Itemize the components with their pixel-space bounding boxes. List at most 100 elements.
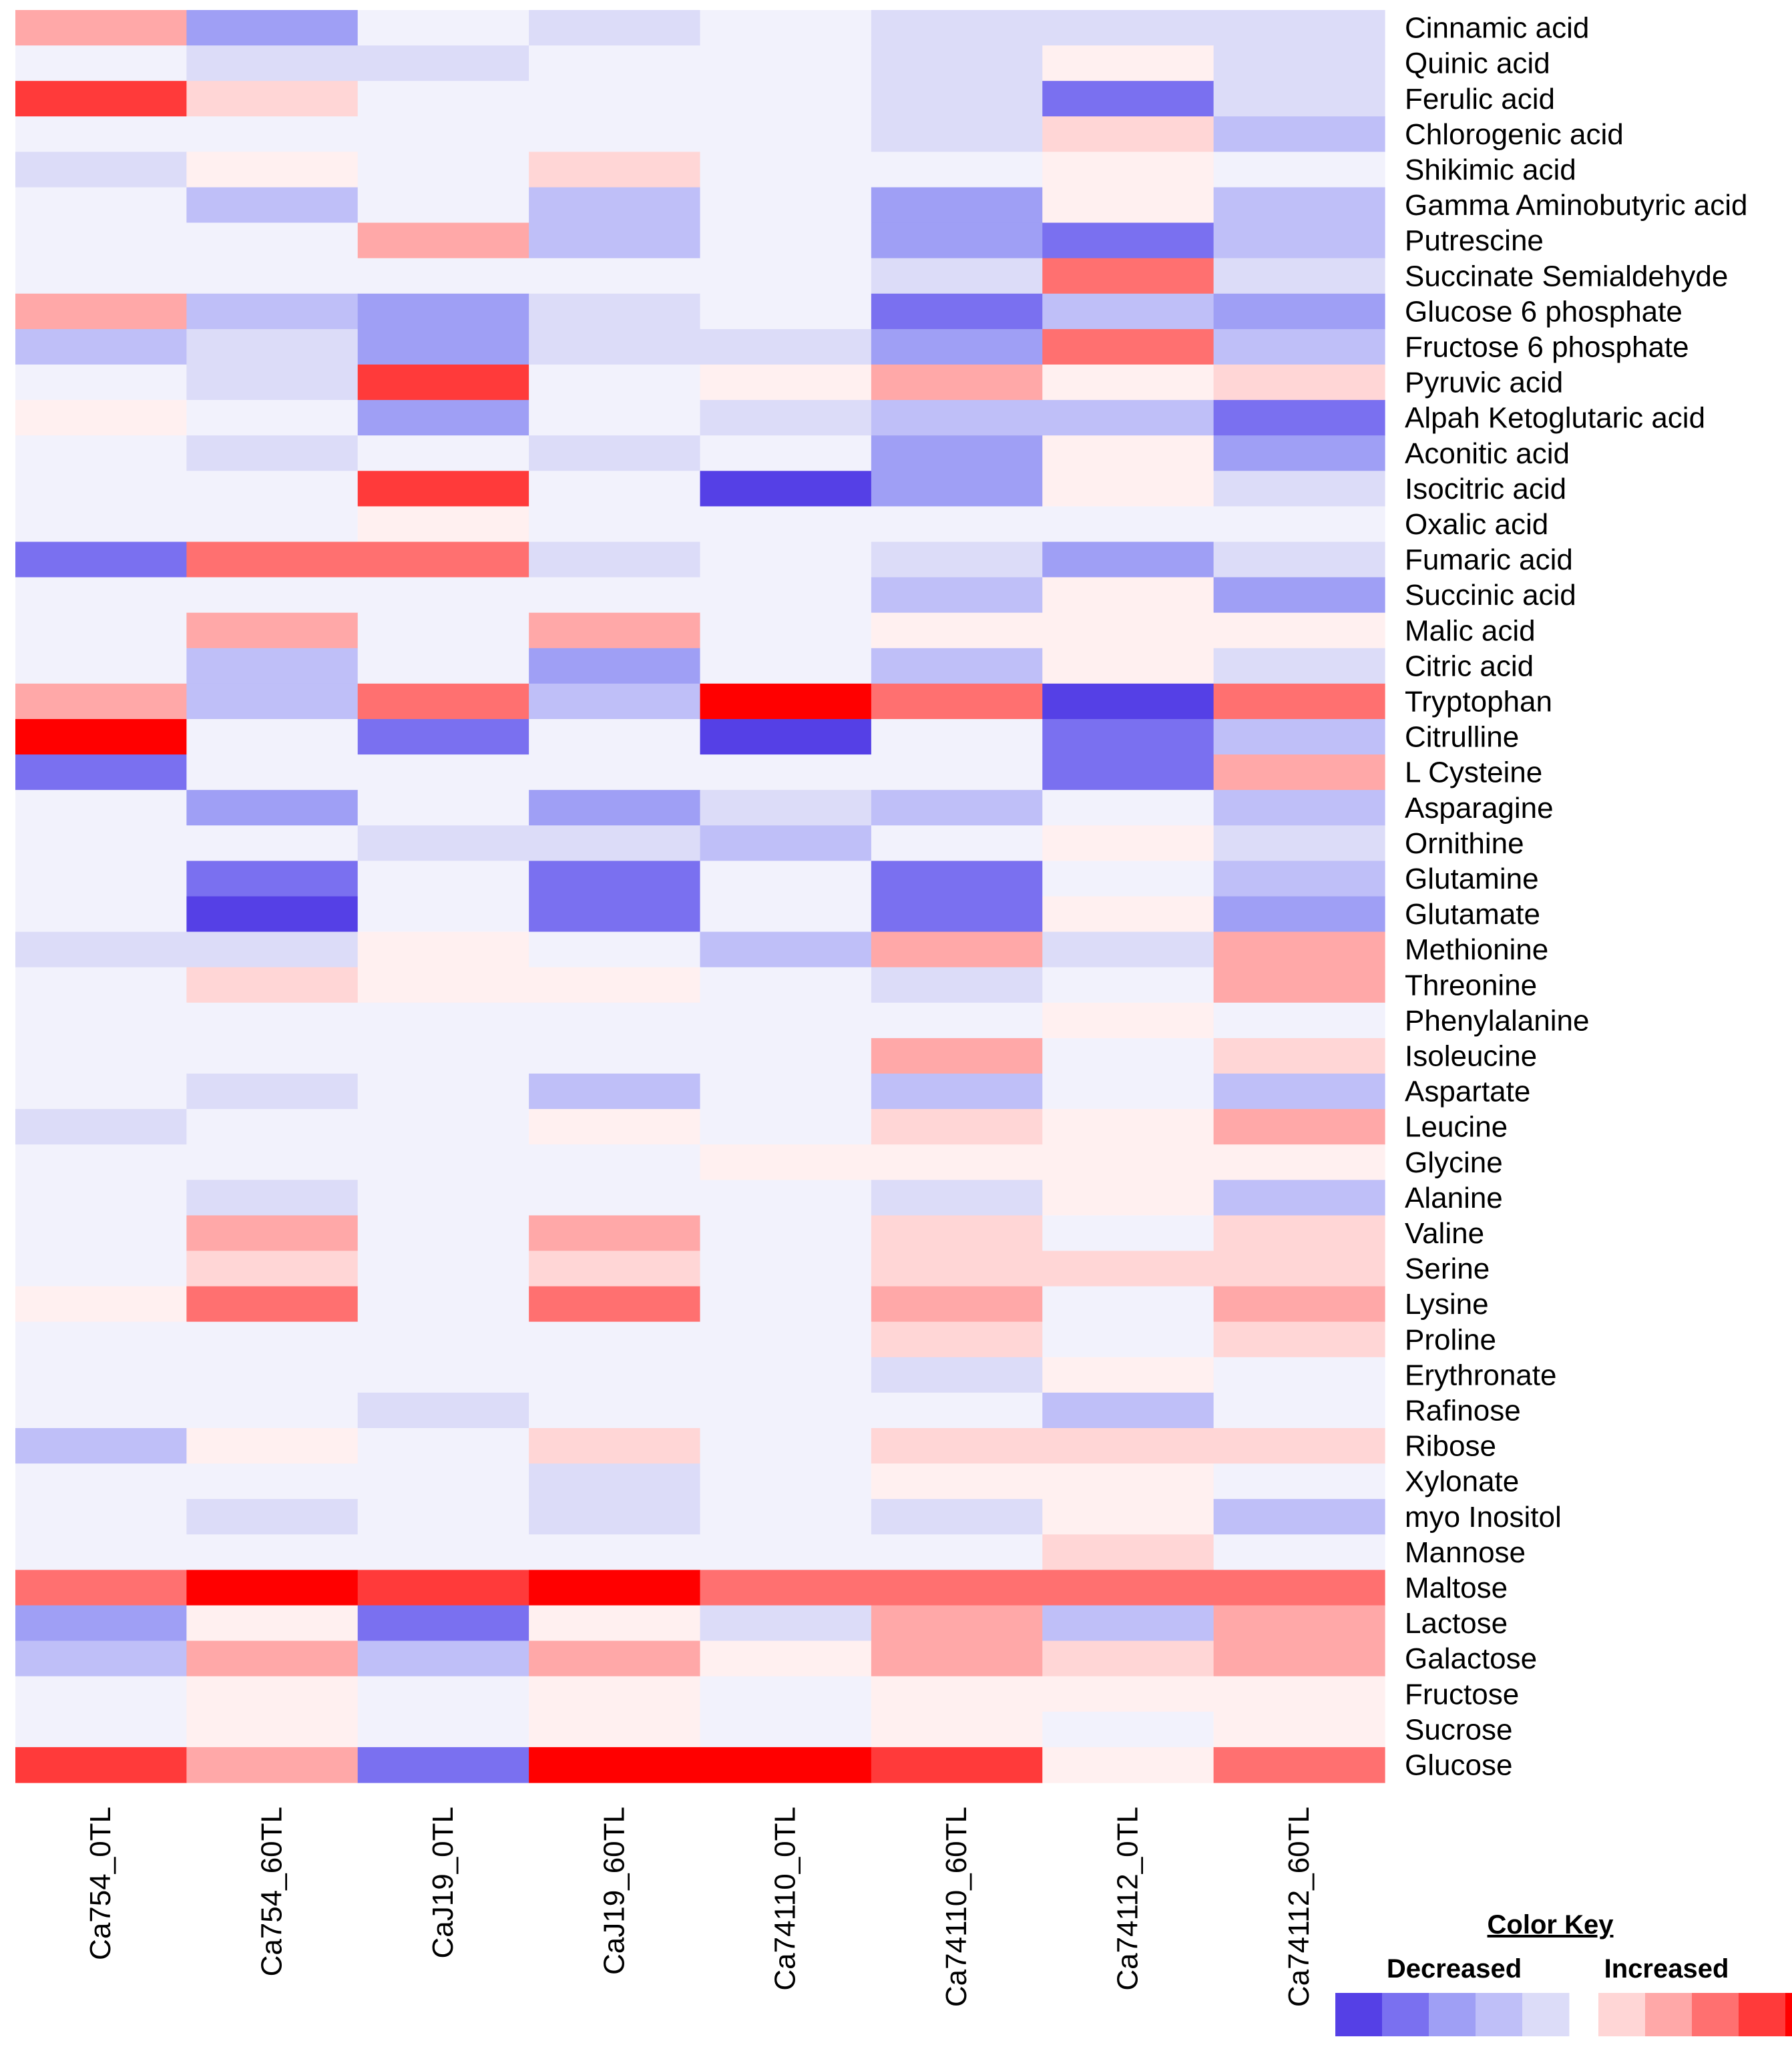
heatmap-cell: [357, 471, 529, 507]
heatmap-cell: [871, 1463, 1043, 1500]
heatmap-cell: [1042, 931, 1214, 968]
row-label: Serine: [1405, 1252, 1490, 1285]
heatmap-cell: [1042, 1321, 1214, 1358]
heatmap-cell: [186, 825, 359, 861]
heatmap-cell: [15, 1747, 187, 1783]
heatmap-cell: [357, 506, 529, 543]
heatmap-cell: [529, 152, 701, 188]
heatmap-cell: [529, 365, 701, 401]
heatmap-cell: [15, 435, 187, 471]
heatmap-cell: [1213, 1747, 1385, 1783]
heatmap-cell: [357, 116, 529, 152]
heatmap-cell: [1042, 1286, 1214, 1323]
heatmap-cell: [15, 683, 187, 720]
heatmap-cell: [1213, 1002, 1385, 1039]
heatmap-cell: [1213, 1321, 1385, 1358]
row-label: L Cysteine: [1405, 756, 1542, 789]
heatmap-cell: [186, 365, 359, 401]
heatmap-cell: [1213, 187, 1385, 224]
heatmap-cell: [700, 1074, 872, 1110]
row-label: Erythronate: [1405, 1359, 1556, 1391]
heatmap-cell: [529, 790, 701, 826]
heatmap-cell: [186, 1428, 359, 1464]
decreased-swatch: [1476, 1993, 1523, 2036]
row-label: Valine: [1405, 1217, 1484, 1250]
heatmap-cell: [529, 506, 701, 543]
row-label: Isocitric acid: [1405, 473, 1566, 505]
heatmap-cell: [1042, 81, 1214, 117]
heatmap-cell: [186, 1392, 359, 1429]
decreased-swatch: [1429, 1993, 1476, 2036]
heatmap-cell: [700, 967, 872, 1003]
heatmap-cell: [1042, 1747, 1214, 1783]
heatmap-cell: [1042, 1250, 1214, 1287]
heatmap-cell: [871, 1711, 1043, 1748]
heatmap-cell: [1213, 1215, 1385, 1252]
heatmap-cell: [15, 1605, 187, 1642]
row-label: Fructose: [1405, 1678, 1519, 1710]
heatmap-cell: [871, 471, 1043, 507]
row-label: Malic acid: [1405, 614, 1536, 647]
heatmap-cell: [15, 1428, 187, 1464]
heatmap-cell: [186, 1676, 359, 1712]
heatmap-cell: [1042, 45, 1214, 81]
heatmap-cell: [529, 1002, 701, 1039]
heatmap-cell: [871, 116, 1043, 152]
heatmap-cell: [1213, 683, 1385, 720]
heatmap-cell: [529, 81, 701, 117]
heatmap-cell: [700, 861, 872, 897]
heatmap-cell: [1042, 1038, 1214, 1074]
column-label: Ca74110_60TL: [940, 1807, 973, 2007]
heatmap-cell: [700, 506, 872, 543]
heatmap-cell: [186, 861, 359, 897]
heatmap-cell: [15, 825, 187, 861]
heatmap-cell: [1042, 1215, 1214, 1252]
heatmap-cell: [871, 1250, 1043, 1287]
heatmap-cell: [186, 152, 359, 188]
heatmap-cell: [529, 1570, 701, 1606]
heatmap-cell: [1213, 152, 1385, 188]
heatmap-cell: [529, 1109, 701, 1145]
heatmap-cell: [1042, 187, 1214, 224]
heatmap-cell: [871, 1180, 1043, 1216]
heatmap-cell: [1042, 719, 1214, 755]
heatmap-cell: [186, 506, 359, 543]
heatmap-cell: [15, 81, 187, 117]
column-label: Ca754_0TL: [84, 1807, 117, 1960]
heatmap-cell: [186, 1747, 359, 1783]
row-label: Rafinose: [1405, 1394, 1521, 1427]
heatmap-cell: [529, 293, 701, 330]
heatmap-cell: [15, 1002, 187, 1039]
heatmap-cell: [186, 896, 359, 933]
heatmap-cell: [357, 1676, 529, 1712]
heatmap-cell: [871, 790, 1043, 826]
heatmap-cell: [529, 1357, 701, 1393]
heatmap-cell: [700, 1357, 872, 1393]
heatmap-cell: [529, 222, 701, 259]
heatmap-cell: [871, 365, 1043, 401]
heatmap-cell: [1213, 471, 1385, 507]
heatmap-cell: [357, 81, 529, 117]
row-label: Aconitic acid: [1405, 437, 1570, 470]
heatmap-cell: [1042, 577, 1214, 614]
heatmap-cell: [529, 931, 701, 968]
heatmap-cell: [357, 1534, 529, 1570]
heatmap-cell: [700, 1605, 872, 1642]
heatmap-cell: [186, 1605, 359, 1642]
heatmap-cell: [1042, 1074, 1214, 1110]
row-label: Gamma Aminobutyric acid: [1405, 189, 1748, 222]
decreased-swatch: [1335, 1993, 1383, 2036]
heatmap-cell: [700, 1499, 872, 1535]
row-label: Fumaric acid: [1405, 543, 1573, 576]
heatmap-cell: [1042, 471, 1214, 507]
row-label: Phenylalanine: [1405, 1004, 1589, 1037]
heatmap-cell: [871, 81, 1043, 117]
heatmap-cell: [15, 506, 187, 543]
heatmap-cell: [529, 754, 701, 790]
heatmap-cell: [186, 967, 359, 1003]
heatmap-cell: [15, 754, 187, 790]
heatmap-cell: [700, 328, 872, 365]
heatmap-cell: [357, 896, 529, 933]
heatmap-cell: [700, 1109, 872, 1145]
heatmap-cell: [1213, 931, 1385, 968]
